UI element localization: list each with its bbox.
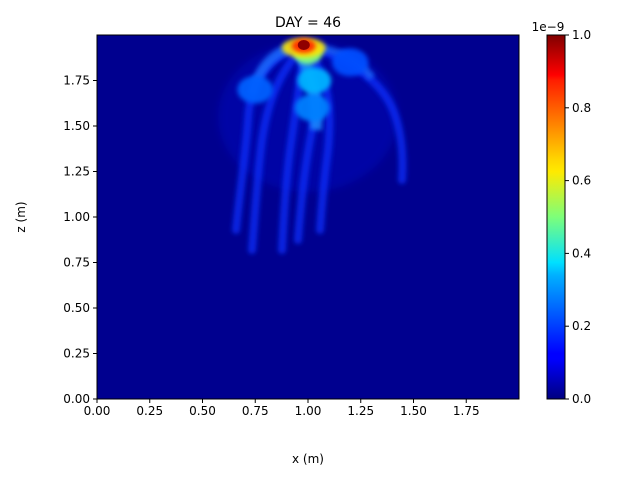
x-axis-label: x (m) bbox=[292, 452, 324, 466]
plume-tendril bbox=[248, 41, 309, 254]
x-tick-label: 0.75 bbox=[242, 404, 269, 418]
heatmap-plot bbox=[97, 35, 519, 399]
x-tick-label: 0.00 bbox=[84, 404, 111, 418]
y-tick-label: 0.75 bbox=[63, 256, 90, 270]
colorbar-tick-label: 1.0 bbox=[572, 28, 591, 42]
colorbar-tick-label: 0.2 bbox=[572, 319, 591, 333]
colorbar: 0.0 0.2 0.4 0.6 0.8 1.0 1e−9 bbox=[532, 20, 591, 406]
plume-tendril bbox=[301, 41, 407, 184]
x-tick-label: 1.50 bbox=[400, 404, 427, 418]
y-tick-label: 1.75 bbox=[63, 74, 90, 88]
y-tick-label: 0.50 bbox=[63, 301, 90, 315]
y-axis: 0.00 0.25 0.50 0.75 1.00 1.25 1.50 1.75 bbox=[63, 74, 97, 406]
colorbar-tick-label: 0.0 bbox=[572, 392, 591, 406]
x-axis: 0.00 0.25 0.50 0.75 1.00 1.25 1.50 1.75 bbox=[84, 399, 480, 418]
colorbar-tick-label: 0.6 bbox=[572, 174, 591, 188]
y-tick-label: 1.00 bbox=[63, 210, 90, 224]
colorbar-tick-label: 0.8 bbox=[572, 101, 591, 115]
plume-feature-blob bbox=[294, 94, 330, 122]
y-axis-label: z (m) bbox=[14, 201, 28, 232]
x-tick-label: 0.50 bbox=[189, 404, 216, 418]
y-tick-label: 1.25 bbox=[63, 165, 90, 179]
plume-features bbox=[218, 37, 407, 254]
colorbar-gradient bbox=[546, 34, 566, 400]
y-tick-label: 0.00 bbox=[63, 392, 90, 406]
x-tick-label: 0.25 bbox=[136, 404, 163, 418]
colorbar-tick-label: 0.4 bbox=[572, 246, 591, 260]
plume-feature-blob bbox=[237, 75, 274, 104]
colorbar-offset-label: 1e−9 bbox=[532, 20, 565, 34]
y-tick-label: 0.25 bbox=[63, 347, 90, 361]
plume-core-peak bbox=[297, 40, 310, 51]
y-tick-label: 1.50 bbox=[63, 119, 90, 133]
x-tick-label: 1.75 bbox=[453, 404, 480, 418]
x-tick-label: 1.25 bbox=[347, 404, 374, 418]
x-tick-label: 1.00 bbox=[295, 404, 322, 418]
colorbar-ticks: 0.0 0.2 0.4 0.6 0.8 1.0 bbox=[565, 28, 591, 406]
chart-title: DAY = 46 bbox=[275, 15, 341, 31]
plume-feature-blob bbox=[297, 67, 332, 94]
plume-feature-blob bbox=[332, 48, 369, 77]
